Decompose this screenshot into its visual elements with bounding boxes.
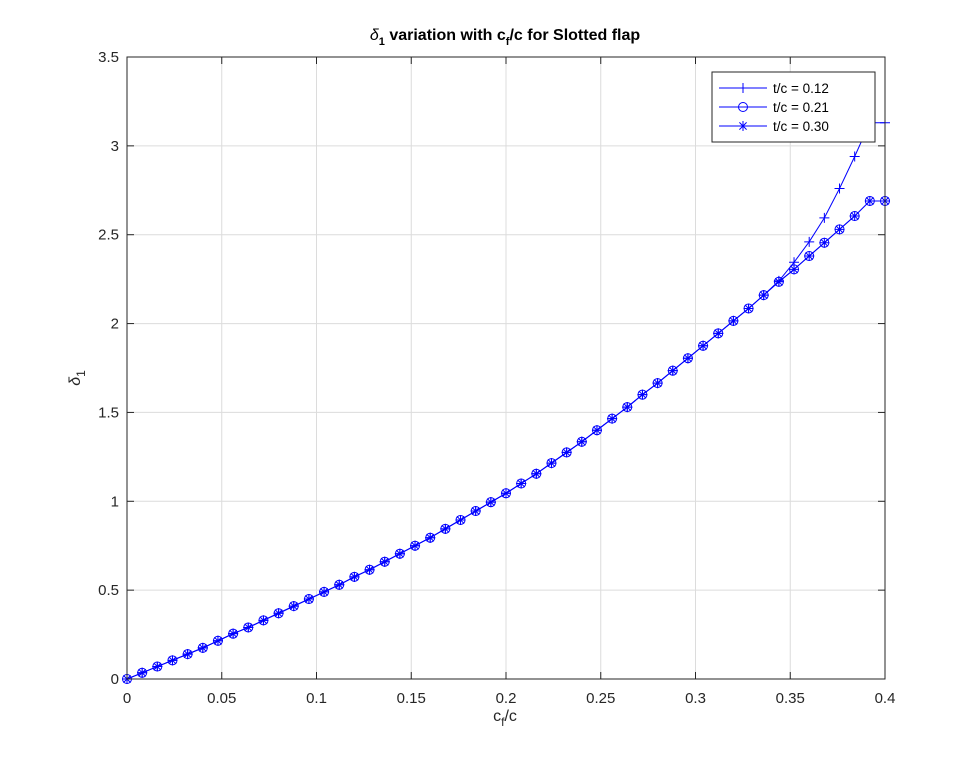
y-tick-label: 2.5: [98, 227, 119, 244]
legend-marker: [738, 121, 748, 131]
x-label-tail: /c: [504, 708, 516, 725]
data-point-marker: [698, 340, 709, 351]
data-point-marker: [819, 212, 830, 223]
series-layer: [122, 117, 890, 684]
title-middle: variation with c: [385, 27, 506, 44]
legend-label: t/c = 0.21: [773, 100, 829, 115]
data-point-marker: [197, 642, 208, 653]
data-point-marker: [864, 195, 875, 206]
data-point-marker: [182, 649, 193, 660]
title-delta: δ: [370, 27, 380, 44]
data-point-marker: [591, 425, 602, 436]
title-suffix: /c for Slotted flap: [509, 27, 640, 44]
data-point-marker: [637, 389, 648, 400]
y-tick-label: 1.5: [98, 404, 119, 421]
x-tick-label: 0.15: [397, 690, 426, 707]
x-label-subscript: f: [501, 715, 505, 729]
data-point-marker: [137, 667, 148, 678]
data-point-marker: [273, 608, 284, 619]
data-point-marker: [303, 594, 314, 605]
title-delta-subscript: 1: [379, 36, 385, 48]
data-point-marker: [440, 523, 451, 534]
y-tick-label: 1: [111, 493, 119, 510]
data-point-marker: [501, 488, 511, 499]
data-point-marker: [228, 628, 239, 639]
data-point-marker: [652, 378, 663, 389]
data-point-marker: [804, 251, 815, 262]
y-label-subscript: 1: [74, 370, 88, 377]
data-point-marker: [349, 571, 360, 582]
grid: [127, 57, 885, 679]
data-point-marker: [622, 402, 633, 413]
data-point-marker: [167, 655, 178, 666]
data-point-marker: [743, 303, 754, 314]
ticks: 0 0.05 0.1 0.15 0.2 0.25 0.3 0.35 0.4 0 0.5 1 1.5 2 2.…: [98, 49, 895, 707]
data-point-marker: [394, 548, 405, 559]
data-point-marker: [576, 436, 587, 447]
data-point-marker: [379, 556, 390, 567]
data-point-marker: [334, 579, 345, 590]
y-label-main: δ: [67, 376, 84, 386]
legend-label: t/c = 0.12: [773, 81, 829, 96]
data-point-marker: [531, 468, 542, 479]
data-point-marker: [849, 151, 860, 162]
y-tick-label: 0.5: [98, 582, 119, 599]
data-point-marker: [455, 514, 466, 525]
x-tick-label: 0.25: [586, 690, 615, 707]
legend-label: t/c = 0.30: [773, 119, 829, 134]
data-point-marker: [773, 276, 784, 287]
data-point-marker: [470, 506, 481, 517]
data-point-marker: [819, 237, 830, 248]
chart-title: δ1 variation with cf/c for Slotted flap: [370, 27, 641, 48]
y-tick-label: 3: [111, 138, 119, 155]
legend-marker: [738, 102, 748, 112]
data-point-marker: [410, 540, 421, 551]
data-point-marker: [789, 264, 800, 275]
data-point-marker: [288, 601, 299, 612]
legend-marker: [738, 83, 748, 93]
legend-entry-1: t/c = 0.12: [719, 81, 829, 96]
x-tick-label: 0.35: [776, 690, 805, 707]
data-point-marker: [258, 615, 269, 626]
y-tick-label: 3.5: [98, 49, 119, 66]
data-point-marker: [243, 622, 254, 633]
x-tick-label: 0.2: [496, 690, 517, 707]
title-middle-subscript: f: [506, 36, 510, 48]
x-tick-label: 0.1: [306, 690, 327, 707]
data-point-marker: [152, 661, 163, 672]
data-point-marker: [682, 353, 693, 364]
data-point-marker: [212, 635, 223, 646]
data-point-marker: [607, 413, 618, 424]
y-tick-label: 0: [111, 671, 119, 688]
data-point-marker: [364, 564, 375, 575]
data-point-marker: [804, 236, 815, 247]
data-point-marker: [485, 497, 496, 508]
data-point-marker: [546, 458, 557, 469]
data-point-marker: [561, 447, 572, 458]
data-point-marker: [425, 532, 436, 543]
data-point-marker: [834, 183, 845, 194]
data-point-marker: [319, 586, 330, 597]
data-point-marker: [758, 290, 769, 301]
legend-entry-3: t/c = 0.30: [719, 119, 829, 134]
x-tick-label: 0: [123, 690, 131, 707]
x-tick-label: 0.05: [207, 690, 236, 707]
data-point-marker: [713, 328, 724, 339]
x-label-main: c: [493, 708, 501, 725]
legend: t/c = 0.12 t/c = 0.21 t/c = 0.30: [711, 71, 876, 143]
legend-entry-2: t/c = 0.21: [719, 100, 829, 115]
data-point-marker: [516, 478, 527, 489]
data-point-marker: [728, 315, 739, 326]
x-axis-label: cf/c: [493, 708, 517, 729]
legend-items: t/c = 0.12 t/c = 0.21 t/c = 0.30: [719, 81, 829, 134]
x-tick-label: 0.3: [685, 690, 706, 707]
y-tick-label: 2: [111, 316, 119, 333]
data-point-marker: [667, 365, 678, 376]
data-point-marker: [849, 211, 860, 222]
data-point-marker: [834, 224, 845, 235]
y-axis-label: δ1: [67, 370, 88, 386]
x-tick-label: 0.4: [875, 690, 896, 707]
